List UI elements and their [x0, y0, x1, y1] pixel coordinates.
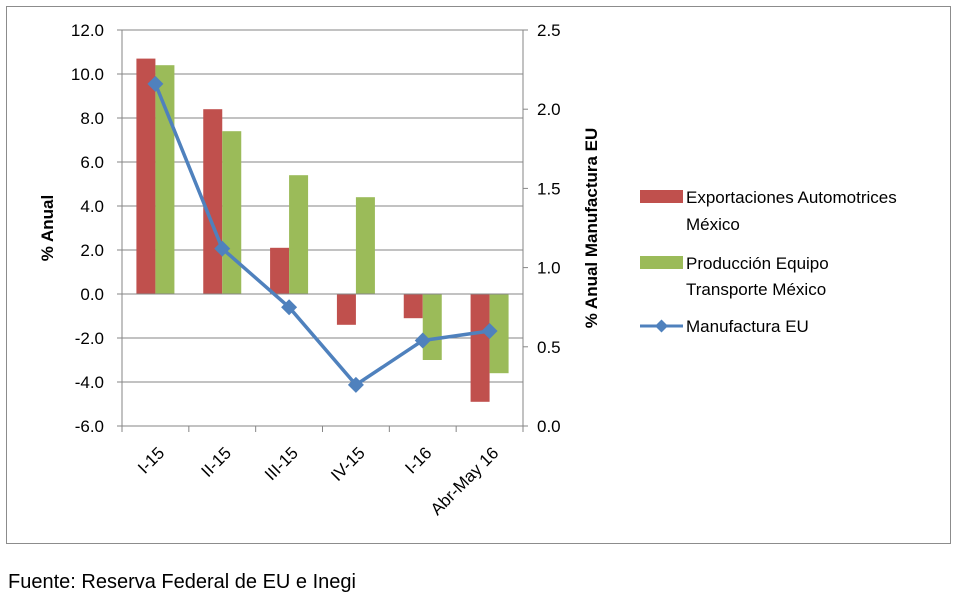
bar-exportaciones	[136, 58, 156, 294]
y2-tick-label: 2.5	[537, 21, 561, 40]
legend-label-exportaciones-1: Exportaciones Automotrices	[686, 188, 897, 207]
y2-tick-label: 1.5	[537, 179, 561, 198]
bar-produccion	[289, 175, 309, 294]
manufactura-line-path	[153, 83, 490, 387]
bar-produccion	[155, 65, 175, 294]
legend-label-manufactura: Manufactura EU	[686, 317, 809, 336]
axes	[117, 29, 528, 432]
x-tick-label: I-16	[401, 443, 435, 477]
y-tick-label: 8.0	[80, 109, 104, 128]
y-tick-label: -4.0	[75, 373, 104, 392]
legend: Exportaciones Automotrices México Produc…	[640, 188, 897, 336]
y-tick-label: 12.0	[71, 21, 104, 40]
manufactura-point	[147, 75, 164, 92]
bar-produccion	[222, 131, 242, 294]
y2-tick-label: 0.0	[537, 417, 561, 436]
legend-marker-manufactura	[655, 319, 668, 333]
x-tick-label: IV-15	[327, 443, 369, 485]
y2-tick-label: 0.5	[537, 338, 561, 357]
legend-label-produccion-1: Producción Equipo	[686, 254, 829, 273]
y-tick-label: 2.0	[80, 241, 104, 260]
bar-exportaciones	[270, 247, 290, 294]
legend-swatch-produccion	[640, 256, 683, 269]
bar-exportaciones	[203, 109, 223, 294]
gridlines	[122, 29, 523, 427]
manufactura-line	[147, 75, 498, 393]
bars	[136, 58, 509, 402]
y2-axis-title: % Anual Manufactura EU	[582, 128, 601, 329]
y-tick-label: 6.0	[80, 153, 104, 172]
bar-exportaciones	[470, 294, 490, 402]
bar-produccion	[355, 197, 375, 294]
y-axis-title: % Anual	[38, 195, 57, 261]
manufactura-point	[481, 322, 498, 339]
y-tick-label: 0.0	[80, 285, 104, 304]
legend-label-exportaciones-2: México	[686, 215, 740, 234]
x-tick-label: II-15	[198, 443, 235, 480]
manufactura-point	[214, 240, 231, 257]
x-tick-label: Abr-May 16	[427, 443, 503, 519]
y-tick-label: 10.0	[71, 65, 104, 84]
manufactura-point	[281, 299, 298, 316]
y-tick-label: -6.0	[75, 417, 104, 436]
bar-exportaciones	[403, 294, 423, 319]
x-tick-label: I-15	[134, 443, 168, 477]
y2-tick-label: 1.0	[537, 259, 561, 278]
legend-swatch-exportaciones	[640, 190, 683, 203]
manufactura-point	[347, 376, 364, 393]
legend-label-produccion-2: Transporte México	[686, 280, 826, 299]
source-note: Fuente: Reserva Federal de EU e Inegi	[8, 571, 356, 593]
bar-produccion	[422, 294, 442, 360]
bar-exportaciones	[336, 294, 356, 325]
y-tick-label: -2.0	[75, 329, 104, 348]
y2-tick-label: 2.0	[537, 100, 561, 119]
y-tick-label: 4.0	[80, 197, 104, 216]
manufactura-point	[414, 332, 431, 349]
x-tick-label: III-15	[261, 443, 302, 484]
bar-produccion	[489, 294, 509, 374]
